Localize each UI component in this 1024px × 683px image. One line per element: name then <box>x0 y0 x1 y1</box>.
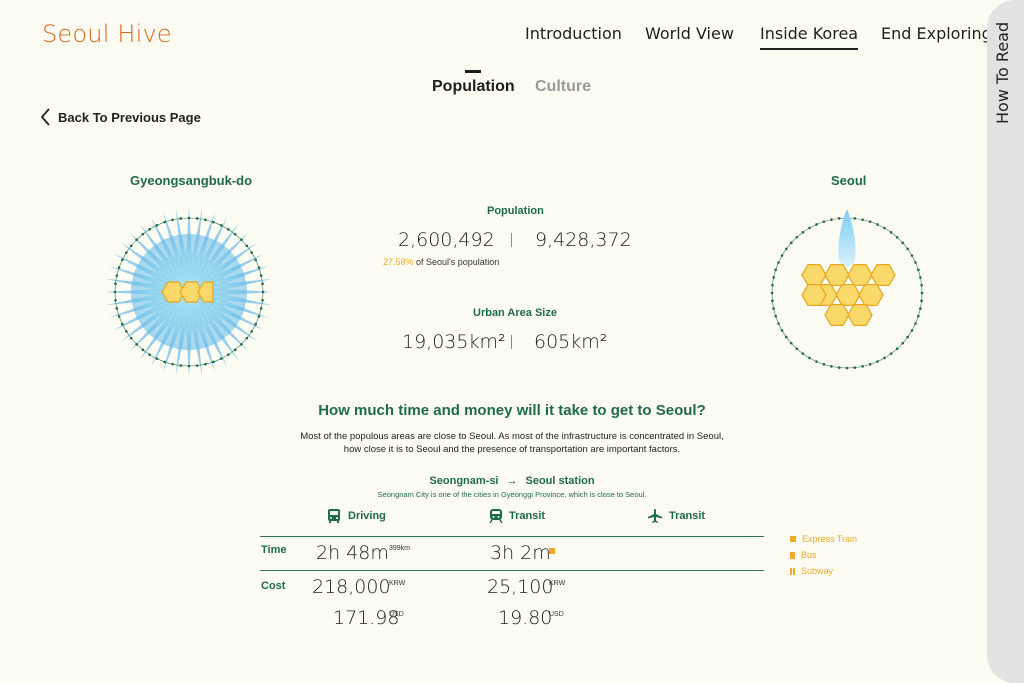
bus-icon <box>328 509 340 523</box>
mode-flight: Transit <box>647 508 705 524</box>
driving-distance-value: 399km <box>389 545 411 552</box>
chevron-left-icon <box>40 108 50 126</box>
how-to-read-panel[interactable]: How To Read <box>987 0 1024 683</box>
route-header: Seongnam-si → Seoul station <box>0 475 1024 487</box>
right-population-value: 9,428,372 <box>535 229 632 251</box>
cost-row-label: Cost <box>261 580 286 592</box>
stat-divider <box>511 335 512 349</box>
krw-unit: KRW <box>549 580 566 587</box>
nav-inside-korea[interactable]: Inside Korea <box>760 24 859 50</box>
section-question: How much time and money will it take to … <box>318 402 706 419</box>
tab-culture[interactable]: Culture <box>535 78 591 95</box>
driving-cost-usd: 171.98 <box>333 607 400 629</box>
bus-swatch <box>790 551 795 559</box>
honeycomb-icon <box>161 281 214 303</box>
airplane-icon <box>648 509 662 523</box>
seoul-population-graphic <box>770 209 924 370</box>
mode-flight-label: Transit <box>669 510 706 522</box>
left-population-value: 2,600,492 <box>398 229 495 251</box>
nav-world-view[interactable]: World View <box>645 24 734 43</box>
legend-express-train: Express Train <box>790 531 857 547</box>
population-note-text: of Seoul's population <box>413 257 500 267</box>
section-description: Most of the populous areas are close to … <box>262 430 762 456</box>
mode-transit: Transit <box>489 508 545 524</box>
usd-unit: USD <box>389 611 404 618</box>
route-note: Seongnam City is one of the cities in Gy… <box>377 490 647 499</box>
legend-bus-label: Bus <box>801 550 817 560</box>
train-icon <box>489 509 503 524</box>
table-divider-top <box>260 536 764 537</box>
route-to: Seoul station <box>525 475 595 487</box>
legend-subway: Subway <box>790 563 857 579</box>
nav-introduction[interactable]: Introduction <box>525 24 622 43</box>
droplet-icon <box>838 209 856 267</box>
right-area-value: 605km² <box>534 331 608 353</box>
transit-cost-usd: 19.80 <box>498 607 553 629</box>
urban-area-label: Urban Area Size <box>473 307 557 319</box>
transport-legend: Express Train Bus Subway <box>790 531 857 579</box>
table-divider-middle <box>260 570 764 571</box>
express-train-swatch <box>790 536 796 542</box>
legend-express-label: Express Train <box>802 534 858 544</box>
driving-time-value: 2h 48m <box>316 542 389 564</box>
mode-driving-label: Driving <box>348 510 386 522</box>
mode-transit-label: Transit <box>509 510 546 522</box>
back-label: Back To Previous Page <box>58 109 201 125</box>
legend-bus: Bus <box>790 547 857 563</box>
app-logo[interactable]: Seoul Hive <box>42 20 172 48</box>
transit-cost-krw: 25,100 <box>487 576 554 598</box>
time-row-label: Time <box>261 544 287 556</box>
arrow-right-icon: → <box>506 475 518 487</box>
express-train-marker <box>549 548 555 554</box>
honeycomb-cluster-icon <box>801 263 896 327</box>
subway-swatch <box>790 567 792 575</box>
description-line-2: how close it is to Seoul and the presenc… <box>343 444 681 455</box>
right-region-title: Seoul <box>831 173 867 188</box>
active-tab-indicator <box>465 70 481 73</box>
nav-end-exploring[interactable]: End Exploring <box>881 24 992 43</box>
left-area-value: 19,035km² <box>402 331 506 353</box>
population-percent: 27.58% <box>383 257 414 267</box>
gyeongsangbuk-population-graphic <box>105 208 273 376</box>
description-line-1: Most of the populous areas are close to … <box>300 431 724 442</box>
how-to-read-label: How To Read <box>993 21 1012 124</box>
usd-unit: USD <box>549 611 564 618</box>
mode-driving: Driving <box>326 508 386 524</box>
left-region-title: Gyeongsangbuk-do <box>130 173 253 188</box>
krw-unit: KRW <box>389 580 406 587</box>
population-label: Population <box>487 205 544 217</box>
population-share-note: 27.58% of Seoul's population <box>383 257 499 267</box>
driving-cost-krw: 218,000 <box>312 576 391 598</box>
legend-subway-label: Subway <box>801 566 834 576</box>
route-from: Seongnam-si <box>429 475 499 487</box>
stat-divider <box>511 233 512 247</box>
tab-population[interactable]: Population <box>432 78 515 95</box>
transit-time-value: 3h 2m <box>490 542 551 564</box>
back-button[interactable]: Back To Previous Page <box>40 108 201 126</box>
